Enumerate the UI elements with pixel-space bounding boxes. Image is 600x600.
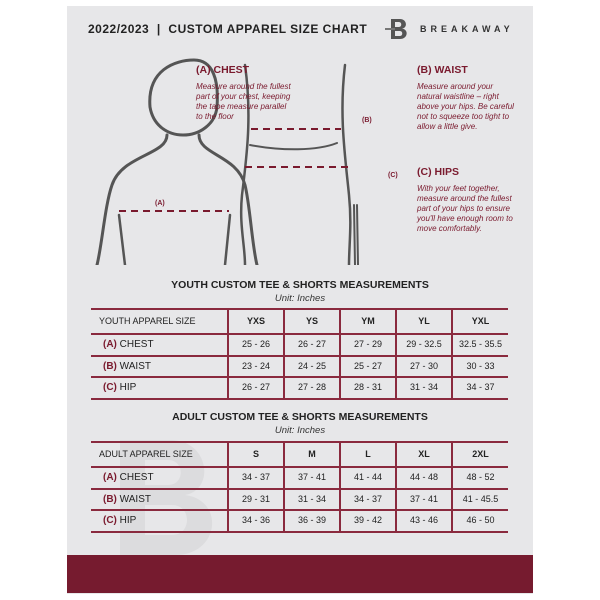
page-title: 2022/2023 | CUSTOM APPAREL SIZE CHART xyxy=(88,22,368,36)
youth-size-table: YOUTH APPAREL SIZE YXS YS YM YL YXL (A) CHEST 2… xyxy=(91,308,508,400)
head-outline xyxy=(148,58,219,137)
size-value: 34 - 37 xyxy=(339,487,396,511)
size-value: 26 - 27 xyxy=(283,333,340,357)
header-row: ADULT APPAREL SIZE S M L XL 2XL xyxy=(91,441,508,468)
adult-table-title: ADULT CUSTOM TEE & SHORTS MEASUREMENTS xyxy=(172,411,428,423)
brand-logo-icon xyxy=(385,19,407,39)
size-value: 29 - 31 xyxy=(227,487,284,511)
size-label: YXL xyxy=(451,308,508,335)
torso-outline xyxy=(95,133,259,265)
size-value: 32.5 - 35.5 xyxy=(451,333,508,357)
table-row: (C) HIP 34 - 36 36 - 39 39 - 42 43 - 46 46 - … xyxy=(91,509,508,533)
table-row: (A) CHEST 34 - 37 37 - 41 41 - 44 44 - 48 48 … xyxy=(91,466,508,490)
size-value: 25 - 27 xyxy=(339,354,396,378)
size-value: 30 - 33 xyxy=(451,354,508,378)
size-value: 27 - 28 xyxy=(283,376,340,400)
table-row: (B) WAIST 29 - 31 31 - 34 34 - 37 37 - 41 41 … xyxy=(91,487,508,511)
size-value: 29 - 32.5 xyxy=(395,333,452,357)
size-value: 27 - 29 xyxy=(339,333,396,357)
size-value: 24 - 25 xyxy=(283,354,340,378)
size-value: 25 - 26 xyxy=(227,333,284,357)
size-value: 37 - 41 xyxy=(395,487,452,511)
hips-heading: (C) HIPS xyxy=(417,166,459,178)
measurement-name: CHEST xyxy=(119,472,154,484)
size-value: 37 - 41 xyxy=(283,466,340,490)
size-value: 31 - 34 xyxy=(283,487,340,511)
waist-marker: (B) xyxy=(362,117,372,124)
measurement-label: (B) WAIST xyxy=(91,354,228,378)
size-value: 23 - 24 xyxy=(227,354,284,378)
size-value: 34 - 37 xyxy=(227,466,284,490)
chest-description: Measure around the fullest part of your … xyxy=(196,82,291,121)
size-value: 41 - 45.5 xyxy=(451,487,508,511)
footer-bar xyxy=(67,555,533,593)
size-value: 34 - 36 xyxy=(227,509,284,533)
measurement-letter: (A) xyxy=(103,472,117,484)
size-label: YM xyxy=(339,308,396,335)
hips-outline xyxy=(239,63,352,265)
measurement-label: (C) HIP xyxy=(91,376,228,400)
size-value: 44 - 48 xyxy=(395,466,452,490)
measurement-name: HIP xyxy=(119,515,137,527)
youth-table-title: YOUTH CUSTOM TEE & SHORTS MEASUREMENTS xyxy=(171,279,429,291)
measurement-name: WAIST xyxy=(119,493,151,505)
size-label: YS xyxy=(283,308,340,335)
size-value: 31 - 34 xyxy=(395,376,452,400)
waist-heading: (B) WAIST xyxy=(417,64,468,76)
waist-description: Measure around your natural waistline – … xyxy=(417,82,514,131)
size-value: 28 - 31 xyxy=(339,376,396,400)
table-row: (C) HIP 26 - 27 27 - 28 28 - 31 31 - 34 34 - … xyxy=(91,376,508,400)
measurement-name: CHEST xyxy=(119,339,154,351)
size-value: 48 - 52 xyxy=(451,466,508,490)
size-value: 43 - 46 xyxy=(395,509,452,533)
size-label: YXS xyxy=(227,308,284,335)
measurement-letter: (C) xyxy=(103,515,117,527)
size-label: 2XL xyxy=(451,441,508,468)
chest-heading: (A) CHEST xyxy=(196,64,250,76)
size-value: 39 - 42 xyxy=(339,509,396,533)
measurement-label: (A) CHEST xyxy=(91,466,228,490)
table-row: (B) WAIST 23 - 24 24 - 25 25 - 27 27 - 30 30 … xyxy=(91,354,508,378)
size-value: 46 - 50 xyxy=(451,509,508,533)
header-row: YOUTH APPAREL SIZE YXS YS YM YL YXL xyxy=(91,308,508,335)
size-label: M xyxy=(283,441,340,468)
brand-name: BREAKAWAY xyxy=(420,24,514,34)
measurement-label: (B) WAIST xyxy=(91,487,228,511)
size-value: 36 - 39 xyxy=(283,509,340,533)
size-label: S xyxy=(227,441,284,468)
measurement-letter: (C) xyxy=(103,382,117,394)
chest-marker: (A) xyxy=(155,200,165,207)
size-header: ADULT APPAREL SIZE xyxy=(91,441,228,468)
adult-unit: Unit: Inches xyxy=(274,425,326,436)
youth-unit: Unit: Inches xyxy=(274,293,326,304)
size-label: L xyxy=(339,441,396,468)
size-header: YOUTH APPAREL SIZE xyxy=(91,308,228,335)
measurement-letter: (B) xyxy=(103,493,117,505)
hips-description: With your feet together, measure around … xyxy=(417,184,513,233)
measurement-label: (C) HIP xyxy=(91,509,228,533)
hips-marker: (C) xyxy=(388,172,398,179)
size-value: 26 - 27 xyxy=(227,376,284,400)
measurement-name: WAIST xyxy=(119,360,151,372)
measurement-label: (A) CHEST xyxy=(91,333,228,357)
table-row: (A) CHEST 25 - 26 26 - 27 27 - 29 29 - 32.5 3… xyxy=(91,333,508,357)
body-figures-illustration xyxy=(95,58,359,265)
measurement-letter: (B) xyxy=(103,360,117,372)
adult-size-table: ADULT APPAREL SIZE S M L XL 2XL (A) CHEST 34 - … xyxy=(91,441,508,533)
measurement-letter: (A) xyxy=(103,339,117,351)
measurement-name: HIP xyxy=(119,382,137,394)
size-value: 41 - 44 xyxy=(339,466,396,490)
size-label: YL xyxy=(395,308,452,335)
size-value: 27 - 30 xyxy=(395,354,452,378)
size-label: XL xyxy=(395,441,452,468)
size-value: 34 - 37 xyxy=(451,376,508,400)
